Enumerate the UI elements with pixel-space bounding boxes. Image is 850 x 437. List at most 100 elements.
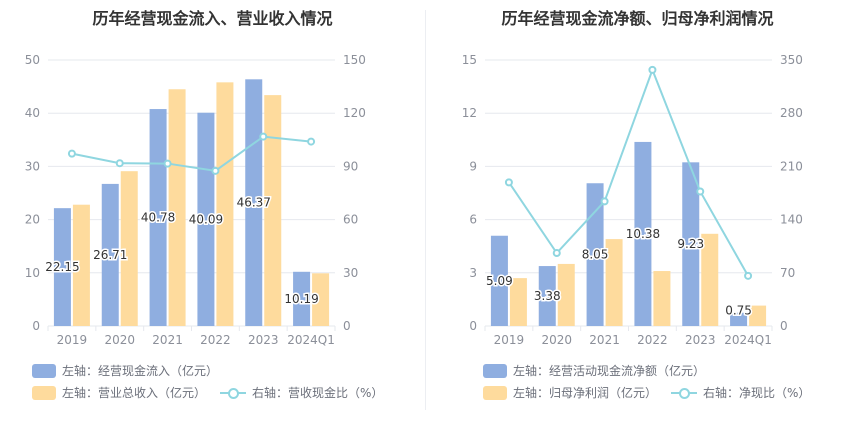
bar-series-1 (53, 208, 71, 326)
chart-panel-net-cash: 历年经营现金流净额、归母净利润情况 0 0 3 70 6 140 9 210 12 280 15 35… (425, 0, 850, 437)
y-left-tick-label: 50 (25, 53, 40, 67)
bar-series-1 (586, 183, 604, 326)
bar-series-2 (509, 278, 527, 326)
bar-data-label: 26.71 (93, 248, 127, 262)
chart-panel-cash-inflow: 历年经营现金流入、营业收入情况 0 0 10 30 20 60 30 90 40 120 50 150… (25, 9, 384, 401)
legend-line-swatch (671, 386, 698, 400)
y-right-tick-label: 90 (343, 159, 358, 173)
bar-series-2 (168, 89, 186, 326)
x-tick-label: 2021 (152, 333, 183, 347)
y-left-tick-label: 15 (462, 53, 477, 67)
legend-item-series-2[interactable]: 左轴：归母净利润（亿元） (483, 384, 657, 401)
bar-series-1 (101, 183, 119, 326)
bar-series-2 (701, 233, 719, 326)
bar-data-label: 9.23 (677, 237, 704, 251)
legend-item-series-3[interactable]: 右轴：净现比（%） (671, 384, 810, 401)
y-left-tick-label: 0 (469, 319, 477, 333)
panel-divider (425, 10, 426, 410)
line-point (504, 178, 513, 187)
line-point (115, 159, 124, 168)
x-tick-label: 2022 (637, 333, 668, 347)
line-point (163, 159, 172, 168)
legend-swatch (32, 363, 56, 378)
y-right-tick-label: 0 (343, 319, 351, 333)
y-left-tick-label: 6 (469, 213, 477, 227)
y-right-tick-label: 280 (780, 106, 803, 120)
y-right-tick-label: 30 (343, 266, 358, 280)
bar-data-label: 46.37 (237, 196, 271, 210)
y-left-tick-label: 3 (469, 266, 477, 280)
line-point (67, 149, 76, 158)
bar-data-label: 5.09 (486, 274, 513, 288)
y-right-tick-label: 60 (343, 213, 358, 227)
legend-label: 右轴：净现比（%） (703, 386, 811, 400)
line-point (307, 137, 316, 146)
bar-series-1 (538, 266, 556, 326)
x-tick-label: 2019 (57, 333, 88, 347)
y-left-tick-label: 12 (462, 106, 477, 120)
bar-series-2 (605, 239, 623, 326)
chart-svg: 0 0 3 70 6 140 9 210 12 280 15 350 2019 2020 2021 2022 2… (462, 53, 803, 347)
legend-swatch (483, 363, 507, 378)
bar-series-2 (216, 82, 234, 327)
line-series (71, 135, 312, 172)
bar-series-2 (264, 95, 282, 326)
legend-item-series-2[interactable]: 左轴：营业总收入（亿元） (32, 384, 206, 401)
x-tick-label: 2022 (200, 333, 231, 347)
y-left-tick-label: 0 (32, 319, 40, 333)
x-tick-label: 2020 (104, 333, 135, 347)
x-tick-label: 2021 (589, 333, 620, 347)
line-point (600, 197, 609, 206)
y-left-tick-label: 20 (25, 213, 40, 227)
chart-title: 历年经营现金流入、营业收入情况 (92, 9, 333, 28)
x-tick-label: 2024Q1 (724, 333, 772, 347)
line-point (648, 65, 657, 74)
bar-series-1 (293, 271, 311, 326)
bar-series-2 (749, 305, 767, 326)
x-tick-label: 2019 (494, 333, 525, 347)
bar-data-label: 40.09 (189, 212, 223, 226)
y-right-tick-label: 150 (343, 53, 366, 67)
chart-title: 历年经营现金流净额、归母净利润情况 (501, 9, 774, 28)
x-tick-label: 2023 (685, 333, 716, 347)
bar-data-label: 40.78 (141, 211, 175, 225)
legend-item-series-1[interactable]: 左轴：经营活动现金流净额（亿元） (483, 362, 705, 379)
bar-data-label: 3.38 (534, 289, 561, 303)
legend-label: 左轴：归母净利润（亿元） (513, 386, 658, 400)
legend-line-swatch (220, 386, 247, 400)
line-point (696, 187, 705, 196)
x-tick-label: 2020 (541, 333, 572, 347)
legend-label: 左轴：营业总收入（亿元） (62, 386, 207, 400)
bar-series-2 (653, 271, 671, 326)
y-right-tick-label: 210 (780, 159, 803, 173)
bar-data-label: 10.38 (626, 227, 660, 241)
y-right-tick-label: 70 (780, 266, 795, 280)
legend-item-series-3[interactable]: 右轴：营收现金比（%） (220, 384, 383, 401)
bar-series-1 (490, 235, 508, 326)
legend-label: 左轴：经营现金流入（亿元） (62, 364, 219, 378)
legend-label: 右轴：营收现金比（%） (252, 386, 384, 400)
y-right-tick-label: 140 (780, 213, 803, 227)
line-series (508, 67, 749, 277)
bar-series-1 (730, 312, 748, 326)
line-point (744, 271, 753, 280)
chart-svg: 0 0 10 30 20 60 30 90 40 120 50 150 2019 2020 2021 2022… (25, 53, 366, 347)
bar-series-1 (197, 112, 215, 327)
bar-data-label: 8.05 (582, 248, 609, 262)
bar-data-label: 0.75 (725, 304, 752, 318)
bar-series-2 (312, 273, 330, 326)
legend-swatch (483, 385, 507, 400)
y-right-tick-label: 120 (343, 106, 366, 120)
bar-data-label: 22.15 (45, 260, 79, 274)
y-right-tick-label: 350 (780, 53, 803, 67)
y-left-tick-label: 9 (469, 159, 477, 173)
legend-swatch (32, 385, 56, 400)
y-left-tick-label: 30 (25, 159, 40, 173)
line-point (259, 132, 268, 141)
legend-item-series-1[interactable]: 左轴：经营现金流入（亿元） (32, 362, 218, 379)
y-left-tick-label: 10 (25, 266, 40, 280)
x-tick-label: 2024Q1 (287, 333, 335, 347)
bar-series-2 (72, 204, 90, 326)
bar-data-label: 10.19 (284, 292, 318, 306)
line-point (211, 166, 220, 175)
